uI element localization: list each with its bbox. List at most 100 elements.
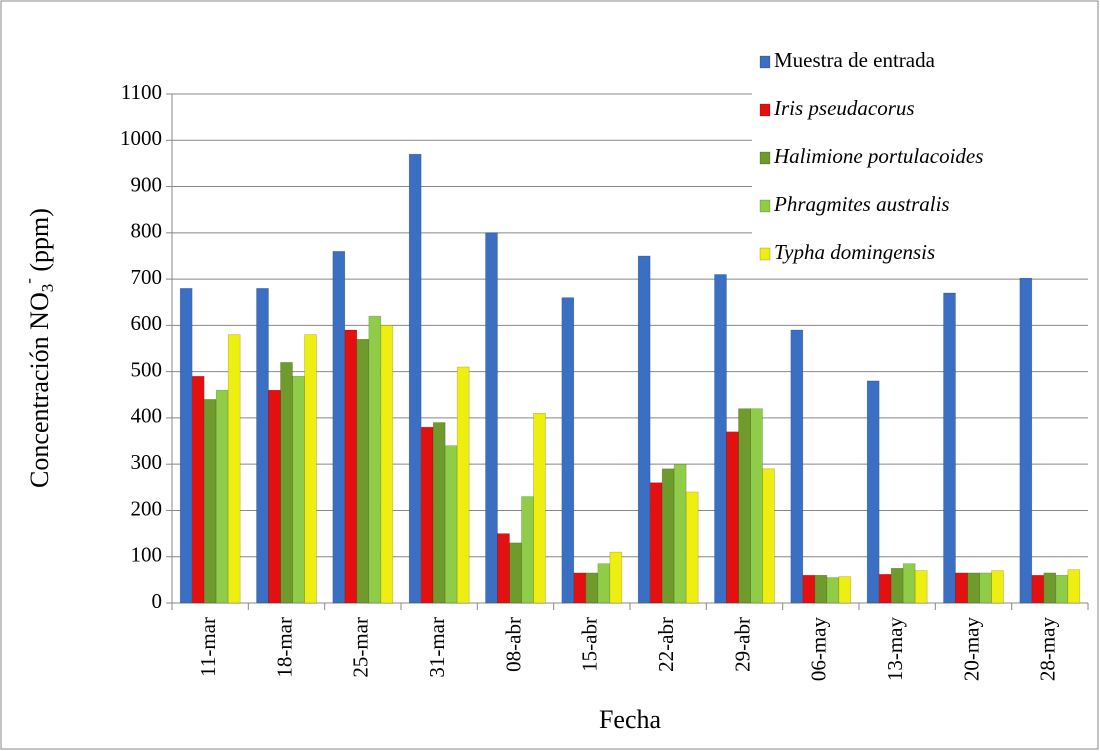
- bar: [533, 412, 546, 604]
- bar: [191, 375, 205, 604]
- y-tick-label: 400: [131, 404, 163, 428]
- y-label-sup: -: [19, 278, 38, 284]
- bar: [332, 251, 346, 604]
- bar: [866, 380, 880, 604]
- y-tick-label: 100: [131, 543, 163, 567]
- x-tick-label: 11-mar: [196, 617, 220, 677]
- y-label-part: (ppm): [25, 208, 54, 278]
- bar: [714, 274, 727, 604]
- y-tick-label: 700: [131, 265, 163, 289]
- legend-label: Phragmites australis: [773, 192, 950, 216]
- x-tick-label: 18-mar: [272, 617, 296, 678]
- x-tick-label: 29-abr: [730, 617, 754, 672]
- bar: [585, 572, 599, 604]
- x-tick-label: 15-abr: [578, 617, 602, 672]
- bar: [597, 563, 611, 604]
- bar: [750, 408, 763, 604]
- bar: [902, 563, 916, 604]
- bar: [256, 288, 269, 604]
- bar: [802, 574, 816, 604]
- bar: [356, 338, 370, 604]
- legend-swatch: [759, 199, 771, 213]
- bar: [292, 375, 305, 604]
- bar: [814, 574, 828, 604]
- bar: [179, 288, 193, 604]
- y-tick-label: 200: [131, 496, 163, 520]
- bar: [280, 362, 293, 604]
- bar: [215, 389, 229, 604]
- bar: [1043, 572, 1057, 604]
- bar: [673, 463, 687, 604]
- y-tick-label: 300: [131, 450, 163, 474]
- bar: [1055, 574, 1069, 604]
- bar: [838, 576, 852, 604]
- y-tick-label: 1000: [120, 126, 162, 150]
- bar: [444, 445, 458, 604]
- bar: [509, 542, 522, 604]
- bar: [762, 468, 775, 604]
- bar: [420, 426, 434, 604]
- legend-label: Typha domingensis: [774, 240, 935, 264]
- bar: [268, 389, 281, 604]
- legend-label: Halimione portulacoides: [773, 144, 983, 168]
- bar: [637, 255, 651, 604]
- y-label-sub: 3: [38, 284, 57, 293]
- bar: [726, 431, 739, 604]
- bar: [890, 567, 904, 604]
- bar: [1019, 232, 1033, 604]
- bar: [432, 422, 446, 604]
- x-tick-label: 06-may: [807, 617, 831, 682]
- bar: [304, 334, 317, 604]
- bar: [380, 325, 394, 604]
- bar: [914, 570, 928, 604]
- x-tick-label: 13-may: [883, 617, 907, 682]
- y-label-part: Concentración NO: [25, 292, 54, 488]
- bar: [649, 482, 663, 604]
- bar: [485, 232, 498, 604]
- bar: [609, 551, 623, 604]
- legend-swatch: [759, 55, 771, 69]
- x-tick-label: 20-may: [959, 617, 983, 682]
- bar: [456, 366, 470, 604]
- y-tick-label: 1100: [121, 80, 162, 104]
- y-tick-label: 0: [152, 589, 163, 613]
- y-tick-label: 600: [131, 311, 163, 335]
- bar: [979, 572, 992, 604]
- bar: [661, 468, 675, 604]
- legend-label: Iris pseudacorus: [773, 96, 915, 120]
- bar: [955, 572, 968, 604]
- y-tick-label: 500: [131, 357, 163, 381]
- legend-swatch: [759, 247, 771, 261]
- bar: [878, 574, 892, 604]
- legend-label: Muestra de entrada: [774, 48, 936, 72]
- bar: [497, 533, 510, 604]
- bar: [943, 292, 956, 604]
- bar: [991, 570, 1004, 604]
- x-tick-label: 31-mar: [425, 617, 449, 678]
- bar: [685, 491, 699, 604]
- bar: [790, 329, 804, 604]
- legend-swatch: [759, 151, 771, 165]
- x-tick-label: 25-mar: [349, 617, 373, 678]
- x-tick-label: 22-abr: [654, 617, 678, 672]
- bar: [561, 297, 575, 604]
- bar: [967, 572, 980, 604]
- bar: [1067, 569, 1081, 604]
- bar: [521, 496, 534, 604]
- bar: [408, 153, 422, 604]
- x-tick-label: 08-abr: [501, 617, 525, 672]
- bar: [203, 399, 217, 604]
- bar: [573, 572, 587, 604]
- bar: [826, 577, 840, 604]
- y-axis-label: Concentración NO3- (ppm): [19, 208, 57, 488]
- legend-box: [752, 38, 1088, 278]
- bar: [344, 329, 358, 604]
- bar: [227, 334, 241, 604]
- bar: [368, 315, 382, 604]
- legend-swatch: [759, 103, 771, 117]
- x-tick-label: 28-may: [1036, 617, 1060, 682]
- y-tick-label: 800: [131, 219, 163, 243]
- x-axis-label: Fecha: [599, 705, 662, 734]
- bar: [1031, 574, 1045, 604]
